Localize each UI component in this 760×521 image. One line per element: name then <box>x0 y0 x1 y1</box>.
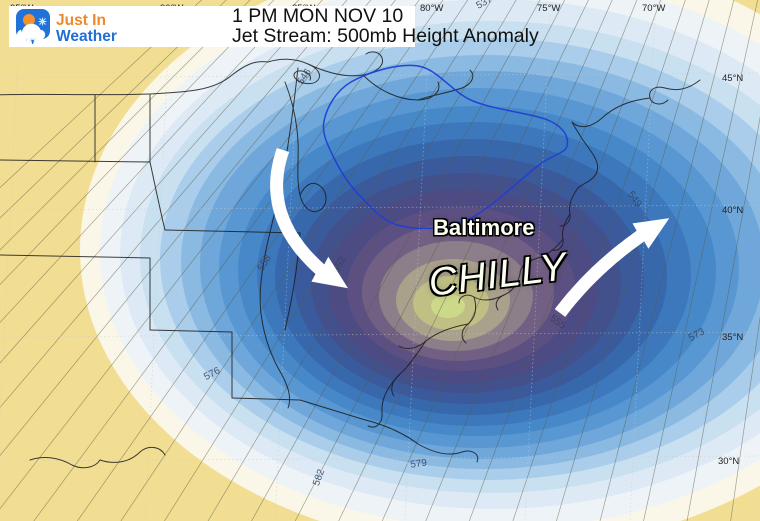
svg-text:Just In: Just In <box>56 12 106 29</box>
svg-text:35°N: 35°N <box>722 332 743 343</box>
svg-text:40°N: 40°N <box>722 205 743 216</box>
svg-text:30°N: 30°N <box>718 456 739 467</box>
svg-text:70°W: 70°W <box>642 3 665 14</box>
svg-text:45°N: 45°N <box>722 73 743 84</box>
svg-text:Weather: Weather <box>56 28 117 44</box>
svg-text:75°W: 75°W <box>537 3 560 14</box>
